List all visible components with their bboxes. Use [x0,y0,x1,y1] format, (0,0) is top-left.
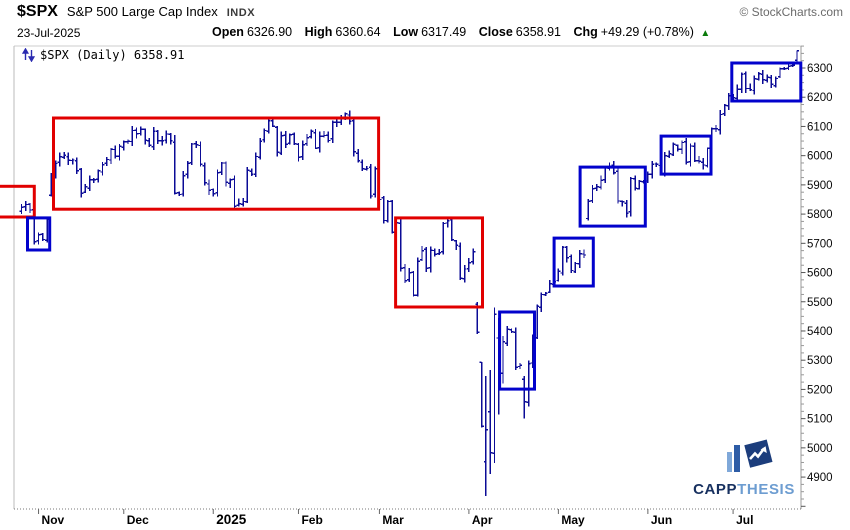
annotation-box-red-3 [394,216,485,309]
stockcharts-copyright-link[interactable]: © StockCharts.com [739,5,843,19]
legend-text: $SPX (Daily) 6358.91 [40,48,185,62]
close-value: 6358.91 [515,25,561,39]
cappthesis-logo-text: CAPPTHESIS [686,481,802,498]
y-axis-tick-label: 5200 [807,384,833,396]
annotation-box-blue-8 [659,134,713,176]
y-axis-tick-label: 5400 [807,326,833,338]
y-axis-tick-label: 6100 [807,121,833,133]
y-axis-tick-label: 5500 [807,297,833,309]
plot-legend: $SPX (Daily) 6358.91 [22,48,185,62]
y-axis-tick-label: 5300 [807,355,833,367]
logo-thesis: THESIS [737,481,795,498]
annotation-box-blue-9 [730,61,803,103]
x-axis-month-label: 2025 [216,512,247,527]
change-up-icon: ▲ [700,28,711,39]
x-axis-month-label: Nov [42,513,65,527]
y-axis-tick-label: 5600 [807,268,833,280]
annotation-box-red-1 [0,184,36,219]
x-axis-month-label: May [561,513,585,527]
y-axis-tick-label: 5000 [807,443,833,455]
y-axis-tick-label: 4900 [807,472,833,484]
annotation-box-red-2 [52,116,381,211]
cappthesis-logo-icon [727,439,773,472]
chart-date: 23-Jul-2025 [17,26,81,40]
quote-strip: Open 6326.90 High 6360.64 Low 6317.49 Close… [212,25,710,39]
y-axis-tick-label: 5100 [807,414,833,426]
annotation-box-blue-6 [552,236,595,288]
price-bars [19,50,800,497]
open-value: 6326.90 [246,25,293,39]
index-name: S&P 500 Large Cap Index [66,4,218,19]
annotation-box-blue-5 [498,310,537,391]
x-axis-month-label: Jun [651,513,672,527]
symbol: $SPX [17,3,58,20]
y-axis-tick-label: 5900 [807,180,833,192]
y-axis-tick-label: 5700 [807,238,833,250]
annotation-box-blue-4 [26,216,52,252]
chg-label: Chg [573,25,598,39]
chg-value: +49.29 (+0.78%) [600,25,694,39]
low-value: 6317.49 [421,25,467,39]
y-axis-tick-label: 6300 [807,63,833,75]
high-value: 6360.64 [335,25,381,39]
exchange-label: INDX [226,7,256,19]
y-axis-tick-label: 5800 [807,209,833,221]
open-label: Open [212,25,244,39]
low-label: Low [393,25,419,39]
x-axis-month-label: Dec [127,513,149,527]
x-axis-month-label: Apr [472,513,493,527]
high-label: High [304,25,333,39]
ohlc-bars-icon [22,48,35,62]
close-label: Close [478,25,513,39]
chart-header: $SPX S&P 500 Large Cap Index INDX [17,3,255,21]
annotation-box-blue-7 [578,165,647,228]
x-axis-month-label: Mar [382,513,404,527]
x-axis-month-label: Feb [301,513,322,527]
x-axis-month-label: Jul [736,513,753,527]
y-axis-tick-label: 6200 [807,92,833,104]
cappthesis-watermark: CAPPTHESIS [686,436,802,498]
y-axis-tick-label: 6000 [807,151,833,163]
logo-capp: CAPP [693,481,738,498]
